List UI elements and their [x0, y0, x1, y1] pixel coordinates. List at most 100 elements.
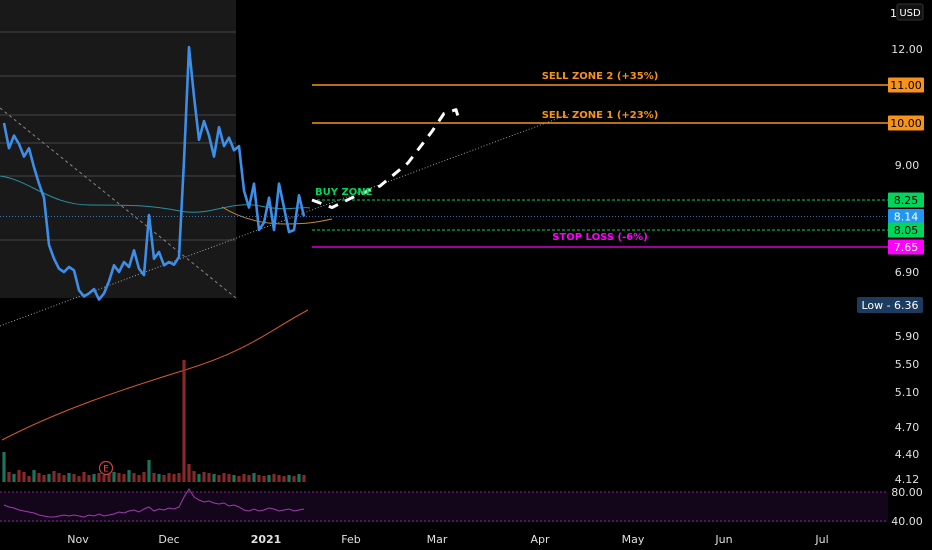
price-axis-tick-label: 4.12: [895, 473, 920, 486]
volume-bar: [107, 474, 111, 482]
time-axis-label: Mar: [427, 533, 448, 546]
price-line: [2, 45, 306, 301]
volume-bar: [222, 473, 226, 482]
buy-zone-label: BUY ZONE: [315, 187, 373, 198]
volume-bar: [87, 475, 91, 482]
volume-bar: [77, 476, 81, 482]
volume-bar: [37, 473, 41, 482]
volume-bar: [62, 475, 66, 482]
volume-bar: [32, 470, 36, 482]
price-series: [2, 45, 462, 301]
price-axis-tick-label: 5.10: [895, 386, 920, 399]
time-axis-label: Nov: [67, 533, 89, 546]
stop-loss-label: STOP LOSS (-6%): [552, 232, 648, 243]
currency-label: USD: [899, 8, 921, 19]
price-level-badge-label: 7.65: [894, 241, 919, 254]
price-level-badge-label: 11.00: [890, 79, 922, 92]
volume-bar: [237, 476, 241, 482]
volume-bar: [272, 474, 276, 482]
rsi-axis-tick-label: 40.00: [891, 515, 923, 528]
volume-bar: [12, 474, 16, 482]
volume-bar: [157, 474, 161, 482]
volume-bar: [227, 474, 231, 482]
volume-bar: [247, 475, 251, 482]
price-level-badge-label: 8.05: [894, 224, 919, 237]
volume-bar: [7, 472, 11, 482]
volume-bar: [292, 476, 296, 482]
volume-bar: [137, 475, 141, 482]
price-axis-tick-label: 4.40: [895, 448, 920, 461]
time-axis-label: Apr: [530, 533, 550, 546]
volume-bar: [177, 473, 181, 482]
volume-bar: [82, 472, 86, 482]
long-term-trend-line: [1, 309, 309, 441]
time-axis-label: Dec: [158, 533, 179, 546]
time-axis-label: Jun: [714, 533, 732, 546]
low-badge-label: Low - 6.36: [861, 299, 918, 312]
volume-bar: [267, 475, 271, 482]
volume-bar: [152, 473, 156, 482]
history-panel: [0, 0, 236, 298]
rsi-pane: [0, 488, 888, 522]
time-axis-label: Feb: [341, 533, 360, 546]
volume-bar: [112, 472, 116, 482]
price-axis-top-partial-label: 1: [890, 7, 897, 20]
volume-bar: [102, 475, 106, 482]
volume-bar: [67, 473, 71, 482]
price-axis-tick-label: 6.90: [895, 266, 920, 279]
volume-bar: [252, 473, 256, 482]
price-axis: 12.00 9.00 6.90 5.90 5.50 5.10 4.70 4.40 4.12 11.…: [857, 43, 924, 528]
volume-bar: [182, 360, 186, 482]
volume-bar: [127, 470, 131, 482]
volume-bar: [72, 474, 76, 482]
time-axis-label: Jul: [814, 533, 828, 546]
price-axis-tick-label: 5.90: [895, 330, 920, 343]
moving-average-orange: [221, 206, 333, 225]
volume-bar: [162, 475, 166, 482]
volume-bar: [257, 475, 261, 482]
volume-bar: [117, 473, 121, 482]
volume-bar: [147, 460, 151, 482]
sell-zone-1-label: SELL ZONE 1 (+23%): [542, 110, 659, 121]
volume-bar: [287, 475, 291, 482]
rsi-line: [3, 488, 305, 518]
volume-bar: [167, 473, 171, 482]
volume-bar: [297, 474, 301, 482]
time-axis: Nov Dec 2021 Feb Mar Apr May Jun Jul: [67, 533, 828, 546]
volume-bar: [302, 475, 306, 482]
volume-bar: [92, 474, 96, 482]
time-axis-label: May: [622, 533, 645, 546]
price-level-badge: [888, 115, 924, 131]
price-level-badge: [888, 209, 924, 224]
volume-bar: [207, 473, 211, 482]
earnings-marker-icon[interactable]: E: [98, 460, 114, 476]
volume-bar: [142, 472, 146, 482]
volume-bar: [282, 476, 286, 482]
volume-bar: [192, 471, 196, 482]
volume-bar: [242, 474, 246, 482]
volume-bar: [212, 474, 216, 482]
volume-bar: [202, 472, 206, 482]
volume-bar: [52, 471, 56, 482]
volume-bar: [97, 473, 101, 482]
price-levels: [0, 84, 888, 248]
volume-bars: [2, 360, 306, 482]
price-axis-tick-label: 9.00: [895, 159, 920, 172]
currency-button[interactable]: USD: [896, 3, 924, 21]
rsi-axis-tick-label: 80.00: [891, 486, 923, 499]
projection-path: [311, 108, 462, 209]
price-level-badge: [888, 192, 924, 208]
price-level-badge-label: 10.00: [890, 117, 922, 130]
price-level-badge: [888, 77, 924, 93]
sell-zone-2-label: SELL ZONE 2 (+35%): [542, 71, 659, 82]
volume-bar: [122, 474, 126, 482]
volume-bar: [42, 475, 46, 482]
volume-bar: [57, 473, 61, 482]
price-level-badge-label: 8.25: [894, 194, 919, 207]
time-axis-label: 2021: [251, 533, 282, 546]
volume-bar: [172, 474, 176, 482]
price-level-badge: [888, 239, 924, 255]
volume-bar: [132, 473, 136, 482]
descending-trendline: [0, 107, 237, 299]
